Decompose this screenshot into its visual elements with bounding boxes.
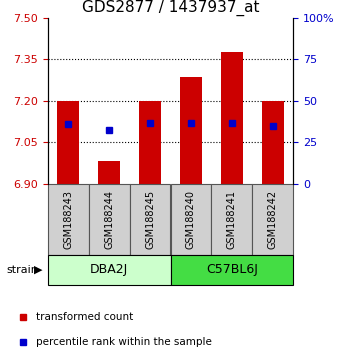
- Text: DBA2J: DBA2J: [90, 263, 128, 276]
- Bar: [130, 184, 170, 255]
- Bar: [221, 52, 243, 184]
- Text: C57BL6J: C57BL6J: [206, 263, 258, 276]
- Bar: [57, 101, 79, 184]
- Text: percentile rank within the sample: percentile rank within the sample: [35, 337, 211, 347]
- Bar: [48, 255, 170, 285]
- Text: GSM188242: GSM188242: [268, 190, 278, 249]
- Bar: [98, 160, 120, 184]
- Bar: [139, 101, 161, 184]
- Text: strain: strain: [7, 265, 39, 275]
- Bar: [48, 184, 89, 255]
- Text: GSM188243: GSM188243: [63, 190, 73, 249]
- Bar: [262, 101, 284, 184]
- Text: GSM188241: GSM188241: [227, 190, 237, 249]
- Bar: [252, 184, 293, 255]
- Bar: [211, 184, 252, 255]
- Bar: [170, 255, 293, 285]
- Title: GDS2877 / 1437937_at: GDS2877 / 1437937_at: [82, 0, 259, 16]
- Text: GSM188240: GSM188240: [186, 190, 196, 249]
- Text: transformed count: transformed count: [35, 312, 133, 322]
- Text: GSM188245: GSM188245: [145, 190, 155, 249]
- Bar: [89, 184, 130, 255]
- Bar: [170, 184, 211, 255]
- Bar: [180, 77, 202, 184]
- Text: GSM188244: GSM188244: [104, 190, 114, 249]
- Text: ▶: ▶: [34, 265, 43, 275]
